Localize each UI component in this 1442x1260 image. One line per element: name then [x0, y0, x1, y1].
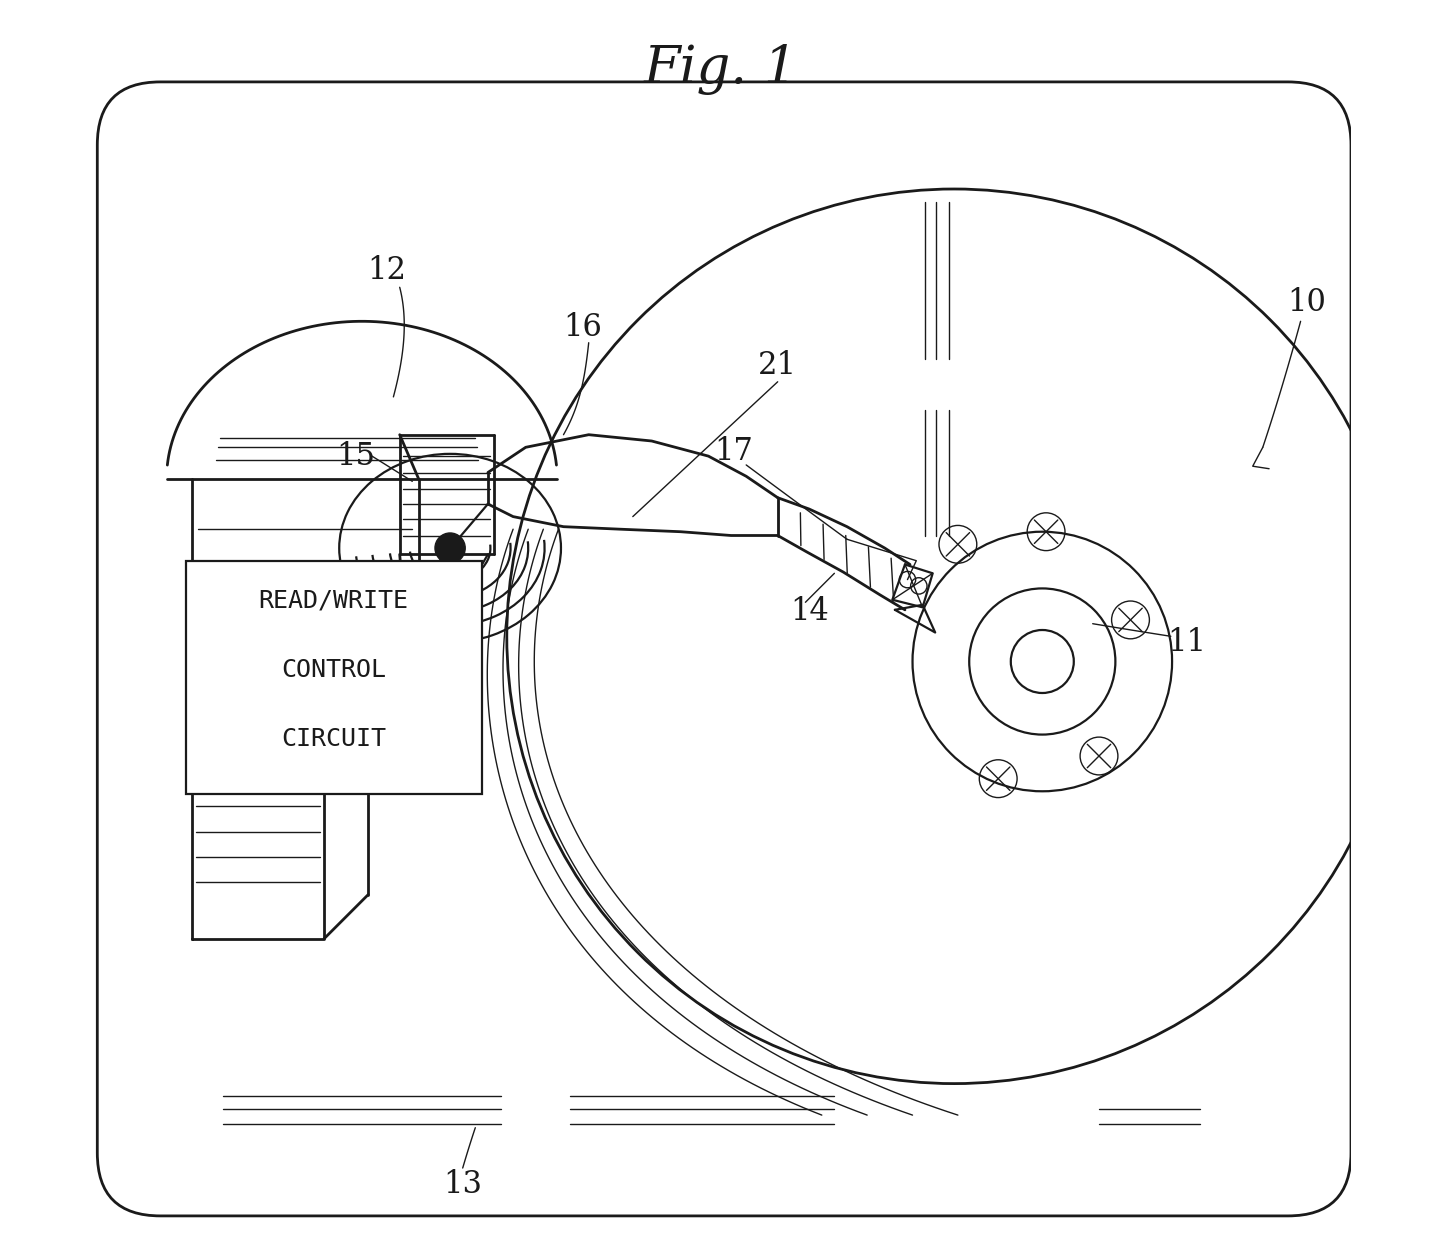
Text: 15: 15: [336, 441, 375, 471]
Text: CIRCUIT: CIRCUIT: [281, 727, 386, 751]
Text: CONTROL: CONTROL: [281, 658, 386, 682]
Circle shape: [435, 533, 466, 563]
Text: Fig. 1: Fig. 1: [645, 44, 797, 94]
Text: 17: 17: [714, 436, 753, 466]
Text: 13: 13: [443, 1169, 482, 1200]
Text: 21: 21: [758, 350, 797, 381]
Text: 14: 14: [790, 596, 829, 626]
Text: 12: 12: [368, 256, 407, 286]
Bar: [186, 561, 482, 794]
Text: 10: 10: [1288, 287, 1327, 318]
Text: 11: 11: [1168, 627, 1207, 658]
FancyBboxPatch shape: [97, 82, 1351, 1216]
Text: READ/WRITE: READ/WRITE: [258, 588, 408, 612]
Text: 16: 16: [562, 312, 601, 343]
